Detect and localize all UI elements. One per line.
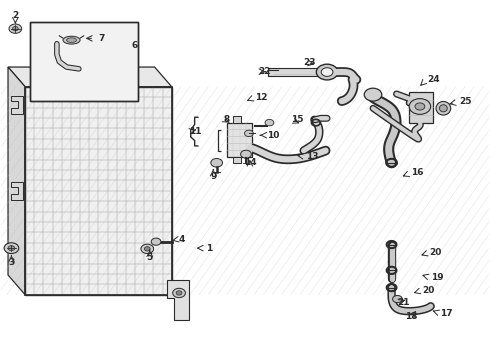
- Bar: [233, 116, 241, 123]
- Circle shape: [141, 244, 154, 253]
- Text: 25: 25: [459, 97, 471, 106]
- Text: 17: 17: [441, 309, 453, 318]
- Text: 22: 22: [259, 67, 271, 76]
- Circle shape: [241, 150, 251, 158]
- Bar: [409, 92, 433, 123]
- Text: 21: 21: [397, 298, 410, 307]
- Circle shape: [409, 99, 431, 114]
- Text: 1: 1: [206, 244, 212, 253]
- Bar: [25, 87, 172, 295]
- Circle shape: [9, 24, 22, 33]
- Circle shape: [265, 120, 274, 126]
- Text: 19: 19: [431, 273, 443, 282]
- Circle shape: [415, 103, 425, 110]
- Bar: [269, 68, 329, 76]
- Polygon shape: [11, 96, 23, 114]
- Ellipse shape: [436, 102, 451, 115]
- Circle shape: [4, 243, 19, 253]
- Bar: [30, 22, 138, 101]
- Text: 13: 13: [306, 152, 318, 161]
- Text: 18: 18: [405, 312, 417, 321]
- Circle shape: [211, 158, 222, 167]
- Circle shape: [317, 64, 338, 80]
- Polygon shape: [8, 67, 171, 87]
- Text: 7: 7: [98, 34, 105, 43]
- Text: 4: 4: [179, 235, 185, 244]
- Text: 15: 15: [292, 115, 304, 124]
- Circle shape: [151, 238, 161, 245]
- Text: 12: 12: [255, 93, 267, 102]
- Ellipse shape: [67, 38, 76, 42]
- Circle shape: [176, 291, 182, 295]
- Text: 20: 20: [430, 248, 442, 257]
- Text: 5: 5: [147, 253, 153, 262]
- Circle shape: [364, 88, 382, 101]
- Text: 3: 3: [8, 258, 15, 267]
- Polygon shape: [11, 182, 23, 200]
- Circle shape: [245, 130, 253, 136]
- Text: 8: 8: [223, 114, 229, 123]
- Text: 10: 10: [267, 131, 279, 140]
- Ellipse shape: [63, 36, 80, 44]
- Text: 16: 16: [411, 168, 424, 177]
- Bar: [227, 123, 252, 157]
- Text: 2: 2: [12, 10, 19, 19]
- Bar: [30, 22, 138, 101]
- Bar: [233, 157, 241, 163]
- Text: 24: 24: [427, 75, 440, 84]
- Text: 11: 11: [189, 127, 201, 136]
- Ellipse shape: [440, 105, 447, 112]
- Circle shape: [172, 288, 185, 298]
- Circle shape: [145, 247, 150, 251]
- Text: 23: 23: [304, 58, 316, 67]
- Polygon shape: [167, 280, 189, 320]
- Circle shape: [392, 296, 402, 303]
- Text: 14: 14: [244, 158, 256, 167]
- Bar: [25, 87, 172, 295]
- Text: 9: 9: [210, 172, 217, 181]
- Circle shape: [321, 68, 333, 76]
- Circle shape: [8, 246, 15, 251]
- Text: 20: 20: [422, 286, 434, 295]
- Text: 6: 6: [132, 41, 138, 50]
- Circle shape: [12, 27, 18, 31]
- Polygon shape: [8, 67, 25, 295]
